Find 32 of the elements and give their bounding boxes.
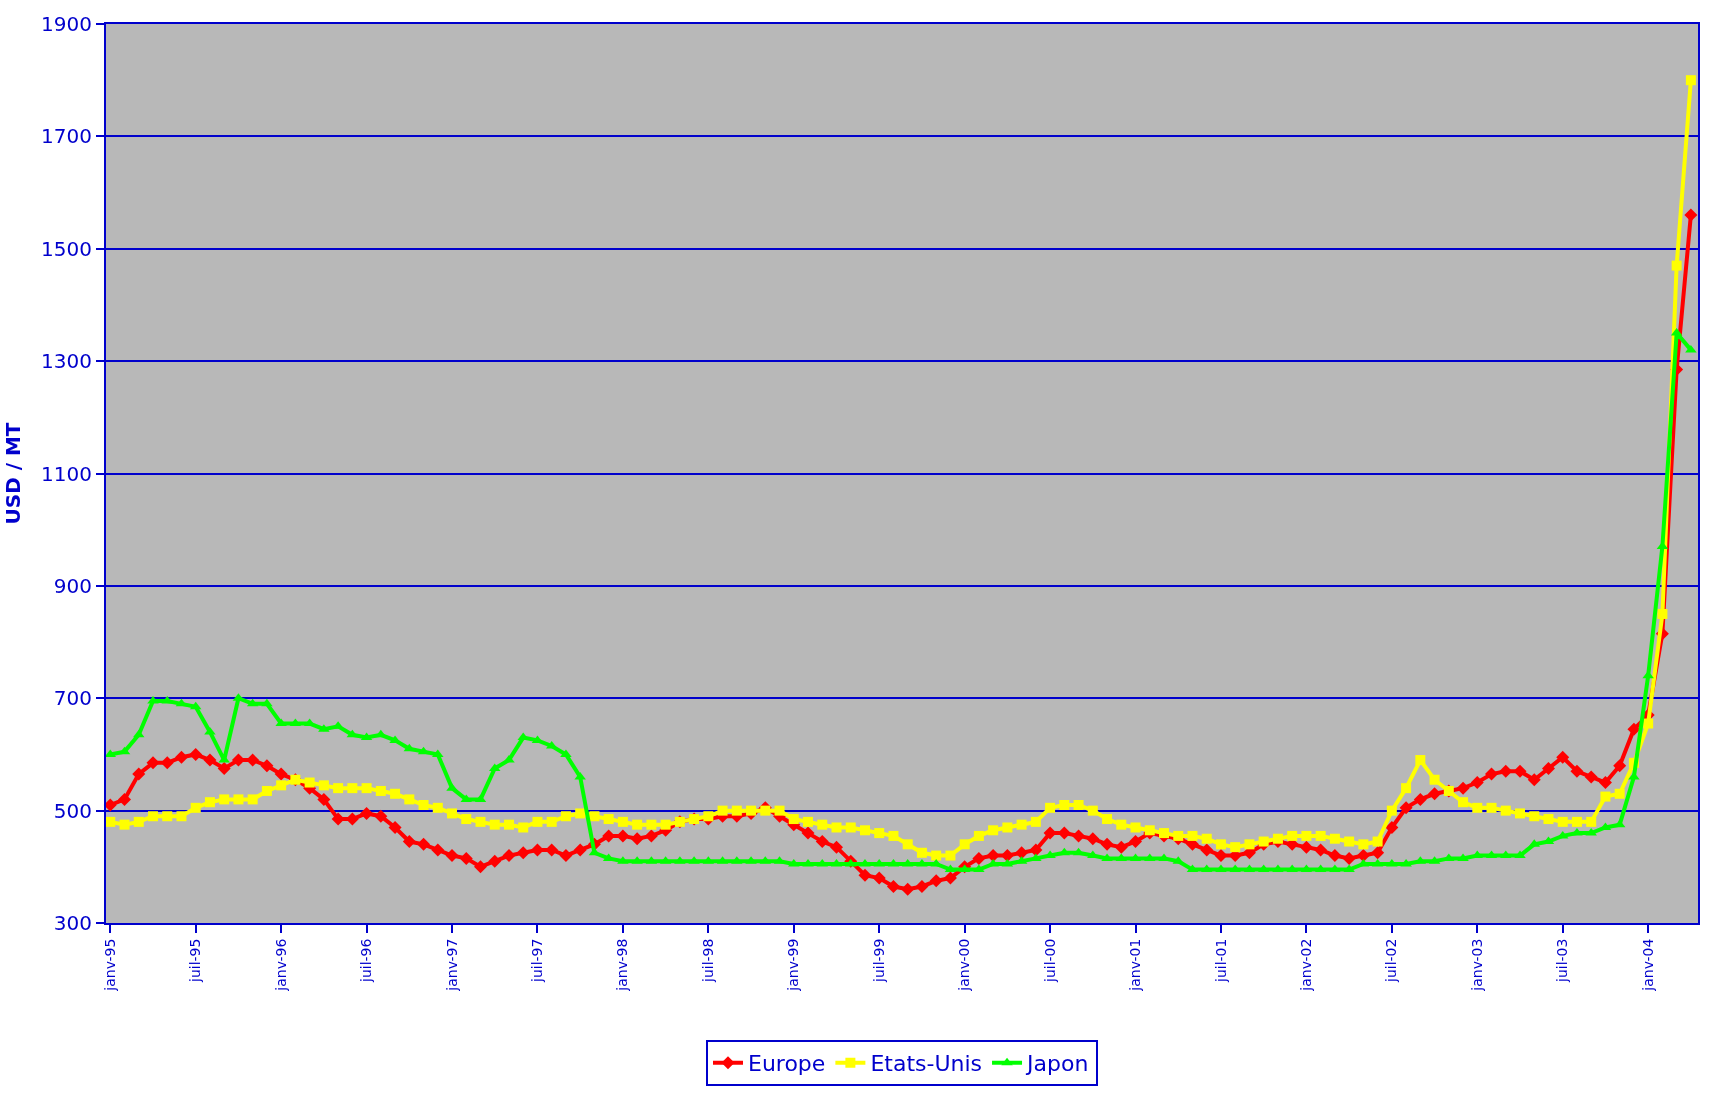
y-tick-label: 1700	[41, 124, 92, 149]
x-tick-label: janv-01	[1127, 938, 1144, 992]
x-tick-label: janv-97	[443, 938, 460, 992]
x-tick-label: juil-99	[870, 938, 887, 984]
x-tick-label: juil-97	[529, 938, 546, 984]
y-axis-title: USD / MT	[1, 422, 26, 525]
x-tick-label: janv-98	[614, 938, 631, 992]
y-tick-label: 1900	[41, 12, 92, 36]
y-tick-label: 500	[53, 798, 92, 823]
y-tick-label: 1100	[41, 461, 92, 486]
y-tick-label: 700	[53, 686, 92, 711]
y-tick-label: 1500	[41, 236, 92, 261]
x-tick-label: janv-99	[785, 938, 802, 992]
x-tick-label: juil-02	[1383, 938, 1400, 984]
y-tick-label: 900	[53, 573, 92, 598]
x-tick-label: juil-03	[1554, 938, 1571, 984]
legend-label: Etats-Unis	[870, 1051, 983, 1077]
x-tick-label: juil-95	[187, 938, 204, 984]
x-tick-label: janv-04	[1639, 938, 1656, 992]
legend-label: Japon	[1025, 1051, 1089, 1077]
x-tick-label: janv-02	[1297, 938, 1314, 992]
y-tick-label: 1300	[41, 349, 92, 374]
x-tick-label: juil-01	[1212, 938, 1229, 984]
x-tick-label: janv-95	[101, 938, 118, 992]
x-tick-label: juil-98	[699, 938, 716, 984]
legend-label: Europe	[748, 1051, 826, 1077]
y-tick-label: 300	[53, 911, 92, 935]
x-tick-label: janv-96	[272, 938, 289, 992]
x-tick-label: janv-00	[956, 938, 973, 992]
x-tick-label: janv-03	[1468, 938, 1485, 992]
x-tick-label: juil-00	[1041, 938, 1058, 984]
x-tick-label: juil-96	[358, 938, 375, 984]
